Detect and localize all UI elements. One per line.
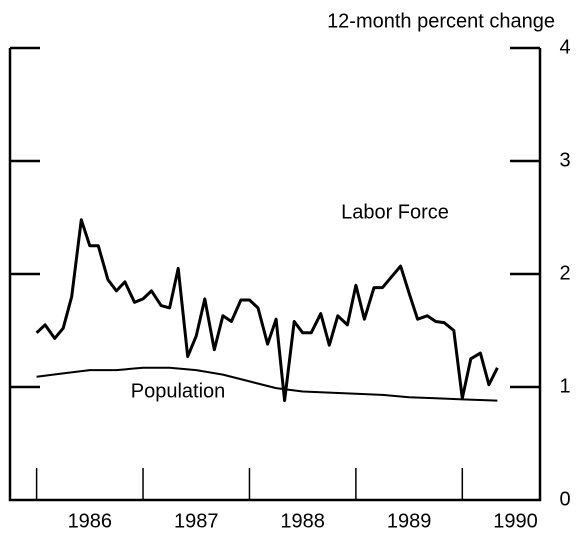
y-tick-label: 1 [559,375,570,397]
x-tick-label: 1990 [493,510,538,532]
frame [8,48,542,502]
x-tick-label: 1988 [280,510,325,532]
y-tick-label: 3 [559,149,570,171]
y-axis-label: 12-month percent change [327,10,555,32]
axis-frame [8,48,542,502]
x-tick-label: 1986 [68,510,113,532]
x-tick-label: 1989 [387,510,432,532]
x-tick-label: 1987 [174,510,219,532]
y-tick-label: 2 [559,262,570,284]
line-series [35,218,499,403]
line-series [36,366,498,402]
annotation: Population [131,380,226,402]
annotation: Labor Force [341,201,449,223]
y-tick-label: 4 [559,36,570,58]
y-tick-label: 0 [559,488,570,510]
